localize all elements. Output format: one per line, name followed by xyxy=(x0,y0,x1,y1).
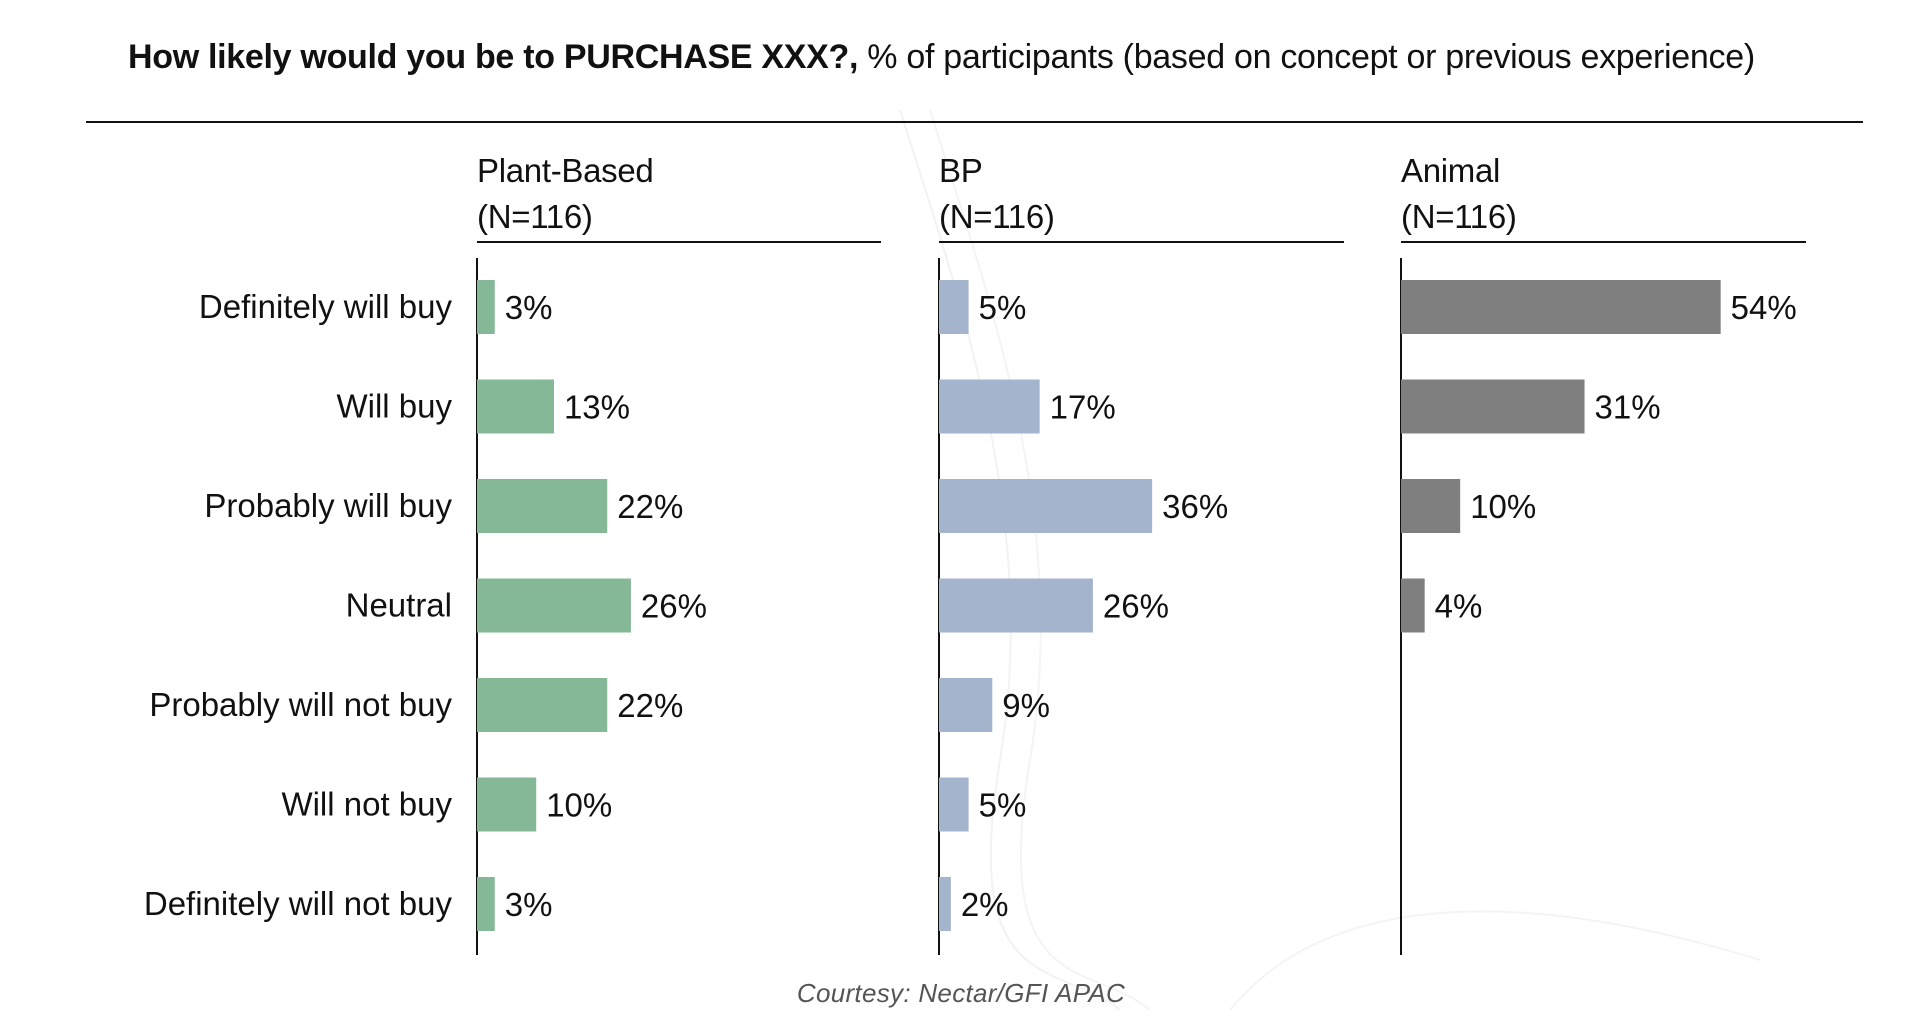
value-label-plant-based-will-buy: 13% xyxy=(564,389,630,426)
category-label-will-not-buy: Will not buy xyxy=(281,786,452,823)
value-label-plant-based-probably-will-not-buy: 22% xyxy=(617,687,683,724)
value-label-bp-definitely-will-not-buy: 2% xyxy=(961,886,1009,923)
bar-plant-based-definitely-will-buy xyxy=(477,280,495,334)
bar-animal-probably-will-buy xyxy=(1401,479,1461,533)
panel-rule-animal xyxy=(1401,241,1806,243)
chart-title-rest: % of participants (based on concept or p… xyxy=(858,38,1755,76)
chart-title-bold: How likely would you be to PURCHASE XXX?… xyxy=(128,38,859,76)
bar-animal-will-buy xyxy=(1401,379,1585,434)
value-label-plant-based-will-not-buy: 10% xyxy=(546,787,612,824)
panel-n-plant-based: (N=116) xyxy=(477,198,593,235)
value-label-bp-neutral: 26% xyxy=(1103,588,1169,625)
bar-plant-based-neutral xyxy=(477,578,631,633)
bar-animal-definitely-will-buy xyxy=(1401,280,1721,334)
value-label-animal-probably-will-buy: 10% xyxy=(1470,488,1536,525)
value-label-plant-based-probably-will-buy: 22% xyxy=(617,488,683,525)
panel-header-plant-based: Plant-Based (N=116) xyxy=(477,148,654,240)
panel-n-bp: (N=116) xyxy=(939,198,1055,235)
value-label-animal-definitely-will-buy: 54% xyxy=(1731,289,1797,326)
bar-plant-based-will-buy xyxy=(477,379,554,434)
value-label-animal-will-buy: 31% xyxy=(1595,389,1661,426)
bar-bp-neutral xyxy=(939,578,1093,633)
category-label-definitely-will-buy: Definitely will buy xyxy=(199,288,453,325)
panel-title-plant-based: Plant-Based xyxy=(477,152,654,189)
bar-bp-probably-will-not-buy xyxy=(939,678,993,732)
category-label-will-buy: Will buy xyxy=(336,388,452,425)
value-label-bp-probably-will-buy: 36% xyxy=(1162,488,1228,525)
title-divider xyxy=(86,121,1863,123)
bar-bp-will-buy xyxy=(939,379,1040,434)
bar-bp-probably-will-buy xyxy=(939,479,1153,533)
bar-plant-based-probably-will-not-buy xyxy=(477,678,608,732)
category-label-probably-will-buy: Probably will buy xyxy=(204,487,452,524)
chart-title: How likely would you be to PURCHASE XXX?… xyxy=(128,38,1828,77)
bar-plant-based-probably-will-buy xyxy=(477,479,608,533)
value-label-bp-probably-will-not-buy: 9% xyxy=(1002,687,1050,724)
panel-title-bp: BP xyxy=(939,152,983,189)
category-label-definitely-will-not-buy: Definitely will not buy xyxy=(144,885,453,922)
bar-plant-based-will-not-buy xyxy=(477,777,537,832)
value-label-bp-definitely-will-buy: 5% xyxy=(979,289,1027,326)
value-label-bp-will-buy: 17% xyxy=(1050,389,1116,426)
value-label-plant-based-neutral: 26% xyxy=(641,588,707,625)
bar-bp-will-not-buy xyxy=(939,777,969,832)
panel-header-bp: BP (N=116) xyxy=(939,148,1055,240)
bar-plant-based-definitely-will-not-buy xyxy=(477,877,495,931)
bar-bp-definitely-will-not-buy xyxy=(939,877,951,931)
category-label-neutral: Neutral xyxy=(346,587,452,624)
panel-rule-bp xyxy=(939,241,1344,243)
bar-bp-definitely-will-buy xyxy=(939,280,969,334)
value-label-animal-neutral: 4% xyxy=(1435,588,1483,625)
category-label-probably-will-not-buy: Probably will not buy xyxy=(149,686,452,723)
value-label-plant-based-definitely-will-buy: 3% xyxy=(505,289,553,326)
source-note: Courtesy: Nectar/GFI APAC xyxy=(796,978,1126,1008)
bar-animal-neutral xyxy=(1401,578,1425,633)
value-label-bp-will-not-buy: 5% xyxy=(979,787,1027,824)
panel-n-animal: (N=116) xyxy=(1401,198,1517,235)
value-label-plant-based-definitely-will-not-buy: 3% xyxy=(505,886,553,923)
panel-title-animal: Animal xyxy=(1401,152,1501,189)
panel-header-animal: Animal (N=116) xyxy=(1401,148,1517,240)
panel-rule-plant-based xyxy=(477,241,881,243)
